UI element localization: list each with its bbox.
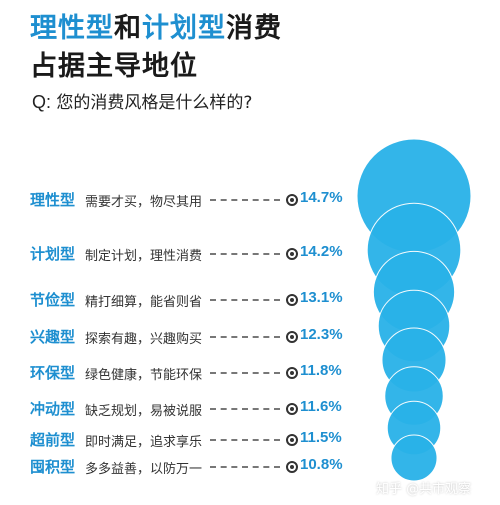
style-row: 理性型 需要才买，物尽其用 14.7% [30,189,360,211]
title-rational: 理性型 [30,13,114,44]
style-description: 探索有趣，兴趣购买 [85,332,203,347]
style-row: 环保型 绿色健康，节能环保 11.8% [30,362,360,384]
style-type-label: 环保型 [30,364,76,382]
watermark: 知乎 @共市观察 [376,482,472,497]
leader-line [210,253,280,255]
style-row: 囤积型 多多益善，以防万一 10.8% [30,456,360,478]
bubble-2 [366,202,462,298]
bullet-icon [286,248,298,260]
style-type-label: 囤积型 [30,458,76,476]
bubble-8 [390,434,438,482]
bubble-6 [384,366,444,426]
bubble-1 [356,138,472,254]
title-planned: 计划型 [142,13,226,44]
chart-title-line2: 占据主导地位 [30,51,198,82]
title-and: 和 [114,13,142,44]
bullet-icon [286,461,298,473]
style-row: 超前型 即时满足，追求享乐 11.5% [30,429,360,451]
style-description: 缺乏规划，易被说服 [85,404,203,419]
bullet-icon [286,367,298,379]
bubble-7 [386,400,442,456]
chart-title-line1: 理性型和计划型消费 [30,6,282,45]
style-row: 冲动型 缺乏规划，易被说服 11.6% [30,398,360,420]
percentage-label: 14.7% [300,189,343,206]
style-description: 精打细算，能省则省 [85,295,203,310]
style-row: 计划型 制定计划，理性消费 14.2% [30,243,360,265]
percentage-label: 12.3% [300,326,343,343]
leader-line [210,199,280,201]
bullet-icon [286,403,298,415]
style-description: 绿色健康，节能环保 [85,368,203,383]
question-text: Q: 您的消费风格是什么样的? [32,88,252,113]
leader-line [210,299,280,301]
bubble-4 [377,289,451,363]
style-description: 即时满足，追求享乐 [85,435,203,450]
bubble-3 [372,250,456,334]
style-type-label: 理性型 [30,191,76,209]
leader-line [210,466,280,468]
style-type-label: 冲动型 [30,400,76,418]
percentage-label: 14.2% [300,243,343,260]
bullet-icon [286,331,298,343]
percentage-label: 10.8% [300,456,343,473]
bullet-icon [286,434,298,446]
style-type-label: 超前型 [30,431,76,449]
question-prefix: Q: [32,92,52,112]
percentage-label: 13.1% [300,289,343,306]
style-description: 制定计划，理性消费 [85,249,203,264]
style-type-label: 节俭型 [30,291,76,309]
title-consumption: 消费 [226,13,282,44]
percentage-label: 11.5% [300,429,342,446]
leader-line [210,336,280,338]
percentage-label: 11.8% [300,362,342,379]
style-row: 节俭型 精打细算，能省则省 13.1% [30,289,360,311]
question-body: 您的消费风格是什么样的? [56,93,253,113]
leader-line [210,372,280,374]
style-description: 多多益善，以防万一 [85,462,203,477]
bubble-5 [381,327,447,393]
percentage-label: 11.6% [300,398,342,415]
style-type-label: 兴趣型 [30,328,76,346]
style-description: 需要才买，物尽其用 [85,195,203,210]
bullet-icon [286,294,298,306]
bullet-icon [286,194,298,206]
style-type-label: 计划型 [30,245,76,263]
leader-line [210,408,280,410]
style-row: 兴趣型 探索有趣，兴趣购买 12.3% [30,326,360,348]
leader-line [210,439,280,441]
